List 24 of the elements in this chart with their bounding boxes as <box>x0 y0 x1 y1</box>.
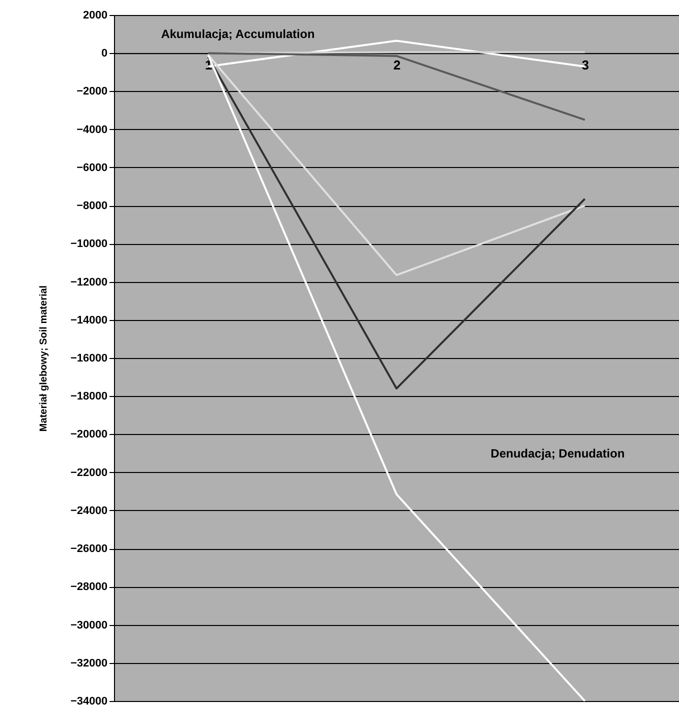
y-tick-label: −18000 <box>70 390 108 403</box>
y-tick-label: −10000 <box>70 238 108 250</box>
y-tick-label: −14000 <box>70 314 108 326</box>
x-tick-label: 2 <box>393 58 401 73</box>
annotation: Denudacja; Denudation <box>490 446 625 460</box>
y-tick-label: −22000 <box>70 466 108 479</box>
y-tick-label: −30000 <box>70 619 108 632</box>
y-axis-title: Materiał glebowy; Soil material <box>38 285 50 432</box>
y-tick-label: −28000 <box>70 581 108 594</box>
y-tick-label: −16000 <box>70 352 108 364</box>
y-tick-label: −20000 <box>70 428 108 441</box>
x-tick-label: 3 <box>582 58 589 73</box>
y-tick-label: −34000 <box>70 696 108 708</box>
y-tick-label: 2000 <box>83 10 108 22</box>
y-tick-label: 0 <box>101 48 108 60</box>
annotation: Akumulacja; Accumulation <box>161 27 315 42</box>
y-tick-label: −8000 <box>76 200 108 212</box>
y-tick-label: −24000 <box>70 504 108 517</box>
y-tick-label: −4000 <box>76 124 108 136</box>
y-tick-label: −26000 <box>70 543 108 556</box>
y-tick-label: −12000 <box>70 276 108 288</box>
y-tick-label: −32000 <box>70 657 108 670</box>
y-tick-label: −6000 <box>76 162 108 174</box>
y-tick-label: −2000 <box>76 86 108 98</box>
